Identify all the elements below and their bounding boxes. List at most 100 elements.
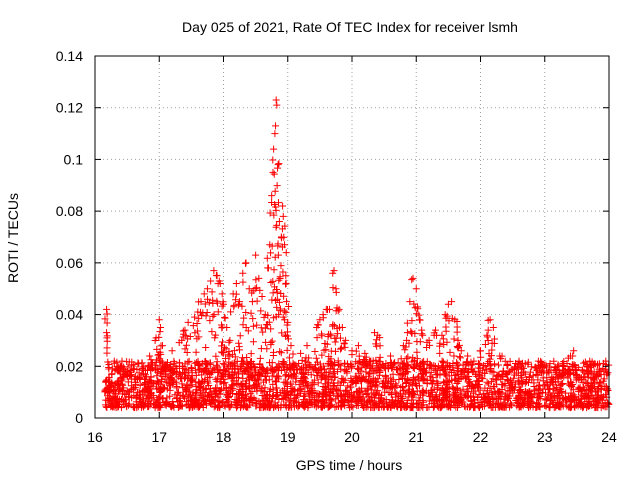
data-point: [592, 401, 600, 409]
data-point: [486, 355, 494, 363]
data-point: [184, 374, 192, 382]
data-point: [376, 342, 384, 350]
data-point: [348, 351, 356, 359]
data-point: [291, 394, 299, 402]
data-point: [262, 369, 270, 377]
data-point: [436, 342, 444, 350]
data-point: [502, 402, 510, 410]
data-point: [497, 375, 505, 383]
data-point: [565, 366, 573, 374]
data-point: [470, 357, 478, 365]
data-point: [182, 385, 190, 393]
data-point: [423, 338, 431, 346]
data-point: [416, 316, 424, 324]
data-point: [190, 398, 198, 406]
data-point: [307, 371, 315, 379]
data-point: [376, 367, 384, 375]
data-point: [488, 346, 496, 354]
data-point: [419, 331, 427, 339]
data-point: [275, 276, 283, 284]
data-point: [102, 403, 110, 411]
data-point: [534, 389, 542, 397]
data-point: [283, 346, 291, 354]
data-point: [336, 362, 344, 370]
data-point: [277, 349, 285, 357]
data-point: [295, 381, 303, 389]
data-point: [305, 363, 313, 371]
data-point: [568, 383, 576, 391]
data-point: [428, 386, 436, 394]
data-point: [252, 251, 260, 259]
data-point: [193, 319, 201, 327]
data-point: [506, 392, 514, 400]
data-point: [409, 389, 417, 397]
data-point: [243, 367, 251, 375]
x-tick-label: 23: [537, 429, 553, 445]
data-point: [173, 383, 181, 391]
data-point: [166, 366, 174, 374]
data-point: [604, 369, 612, 377]
data-point: [280, 292, 288, 300]
data-point: [484, 326, 492, 334]
data-point: [439, 358, 447, 366]
data-point: [129, 385, 137, 393]
data-point: [219, 360, 227, 368]
data-point: [466, 382, 474, 390]
data-point: [188, 369, 196, 377]
data-point: [118, 390, 126, 398]
data-point: [134, 359, 142, 367]
data-point: [446, 365, 454, 373]
data-point: [264, 311, 272, 319]
data-point: [379, 380, 387, 388]
data-point: [493, 373, 501, 381]
data-point: [553, 365, 561, 373]
data-point: [519, 394, 527, 402]
data-point: [505, 377, 513, 385]
data-point: [344, 360, 352, 368]
data-point: [512, 360, 519, 368]
data-point: [163, 385, 171, 393]
data-point: [206, 373, 214, 381]
data-point: [240, 397, 248, 405]
data-point: [237, 387, 245, 395]
data-point: [103, 337, 111, 345]
data-point: [579, 404, 587, 412]
data-point: [339, 375, 347, 383]
data-point: [329, 321, 337, 329]
data-point: [484, 359, 492, 367]
data-point: [207, 277, 215, 285]
data-point: [287, 342, 295, 350]
data-point: [416, 338, 424, 346]
data-point: [287, 366, 295, 374]
data-point: [184, 367, 192, 375]
data-point: [214, 374, 222, 382]
data-point: [326, 402, 334, 410]
data-point: [274, 366, 282, 374]
data-point: [271, 200, 279, 208]
data-point: [387, 364, 395, 372]
data-point: [281, 392, 289, 400]
data-point: [318, 351, 326, 359]
data-point: [103, 310, 111, 318]
data-point: [408, 393, 416, 401]
data-point: [110, 403, 118, 411]
data-points: [101, 96, 613, 412]
data-point: [273, 373, 281, 381]
data-point: [342, 386, 350, 394]
data-point: [542, 395, 550, 403]
data-point: [181, 326, 189, 334]
data-point: [235, 394, 243, 402]
data-point: [555, 403, 563, 411]
data-point: [195, 315, 203, 323]
data-point: [604, 386, 612, 394]
data-point: [192, 371, 200, 379]
data-point: [391, 388, 399, 396]
data-point: [405, 377, 413, 385]
data-point: [349, 378, 357, 386]
data-point: [191, 313, 199, 321]
data-point: [556, 388, 564, 396]
data-point: [267, 364, 275, 372]
data-point: [439, 335, 447, 343]
data-point: [433, 378, 441, 386]
data-point: [313, 334, 321, 342]
